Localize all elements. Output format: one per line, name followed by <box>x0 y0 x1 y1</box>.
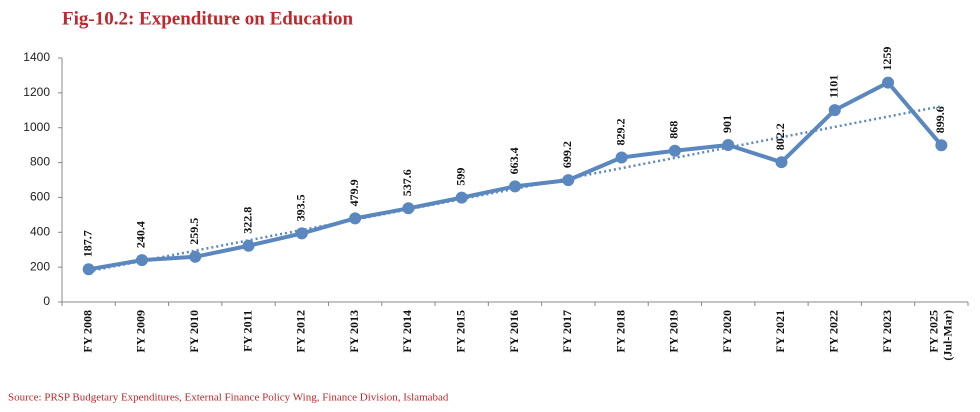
y-tick-label: 0 <box>43 294 50 308</box>
data-point <box>828 104 841 117</box>
y-tick-label: 400 <box>30 224 50 238</box>
data-point <box>882 76 895 89</box>
x-tick-label: FY 2014 <box>400 310 414 353</box>
x-tick-label: FY 2023 <box>880 310 894 353</box>
data-label: 240.4 <box>134 221 148 248</box>
x-tick-label: FY 2019 <box>667 310 681 353</box>
data-label: 322.8 <box>240 207 254 234</box>
data-point <box>242 239 255 252</box>
data-point <box>509 180 521 193</box>
x-tick-label: FY 2008 <box>80 310 94 353</box>
data-label: 901 <box>720 115 734 133</box>
data-label: 802.2 <box>773 123 787 150</box>
y-tick-label: 1200 <box>23 85 50 99</box>
data-point <box>615 151 628 164</box>
data-point <box>935 139 948 152</box>
y-tick-label: 200 <box>30 259 50 273</box>
y-tick-label: 600 <box>30 190 50 204</box>
data-label: 259.5 <box>187 218 201 245</box>
data-label: 187.7 <box>80 230 94 257</box>
data-label: 1101 <box>827 75 841 98</box>
data-point <box>82 263 95 276</box>
x-tick-label: FY 2022 <box>827 310 841 353</box>
data-point <box>668 144 681 157</box>
data-label: 479.9 <box>347 179 361 206</box>
x-tick-label: FY 2010 <box>187 310 201 353</box>
chart-title: Fig-10.2: Expenditure on Education <box>62 8 353 29</box>
x-tick-label: FY 2011 <box>240 310 254 352</box>
source-note: Source: PRSP Budgetary Expenditures, Ext… <box>8 392 449 404</box>
data-point <box>722 138 735 151</box>
data-label: 1259 <box>880 47 894 71</box>
x-tick-label: FY 2021 <box>773 310 787 353</box>
data-point <box>455 191 468 204</box>
data-label: 868 <box>667 121 681 139</box>
data-point <box>349 212 362 225</box>
data-point <box>562 174 575 187</box>
data-point <box>189 250 202 263</box>
y-tick-label: 1000 <box>23 120 50 134</box>
data-label: 393.5 <box>294 194 308 221</box>
y-tick-label: 800 <box>30 155 50 169</box>
data-label: 599 <box>453 168 467 186</box>
x-tick-label: FY 2018 <box>613 310 627 353</box>
data-label: 899.6 <box>933 106 947 133</box>
x-tick-label: FY 2015 <box>453 310 467 353</box>
x-tick-label: FY 2016 <box>507 310 521 353</box>
y-tick-label: 1400 <box>23 50 50 64</box>
x-tick-label: FY 2009 <box>134 310 148 353</box>
data-label: 537.6 <box>400 169 414 196</box>
x-tick-label: FY 2020 <box>720 310 734 353</box>
data-line <box>88 80 943 272</box>
data-point <box>402 202 415 215</box>
x-tick-label: FY 2012 <box>294 310 308 353</box>
data-point <box>295 227 308 240</box>
x-tick-label: FY 2013 <box>347 310 361 353</box>
data-label: 699.2 <box>560 141 574 168</box>
data-point <box>775 156 788 169</box>
data-label: 829.2 <box>613 118 627 145</box>
data-point <box>135 254 148 267</box>
data-label: 663.4 <box>507 147 521 174</box>
x-tick-label: FY 2025(Jul-Mar) <box>926 310 954 361</box>
x-tick-label: FY 2017 <box>560 310 574 353</box>
